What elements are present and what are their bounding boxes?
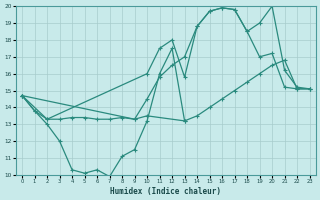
X-axis label: Humidex (Indice chaleur): Humidex (Indice chaleur): [110, 187, 221, 196]
